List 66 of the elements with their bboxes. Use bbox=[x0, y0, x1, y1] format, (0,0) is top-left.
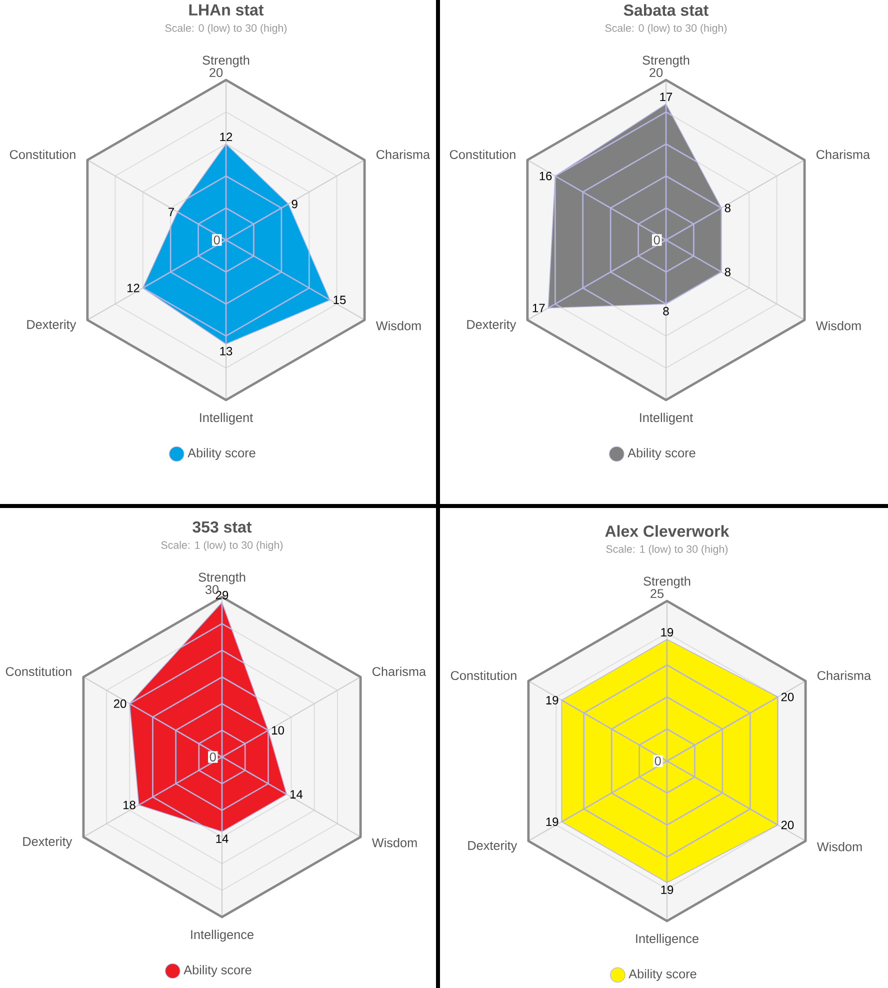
y-tick-label: 0 bbox=[654, 756, 661, 766]
y-tick-label: 0 bbox=[214, 236, 220, 244]
legend-label: Ability score bbox=[184, 965, 252, 977]
y-tick-label: 0 bbox=[210, 752, 216, 762]
spoke-label: Strength bbox=[642, 55, 690, 68]
spoke-label: Strength bbox=[644, 576, 690, 588]
data-label: 8 bbox=[724, 204, 731, 212]
spoke-label: Strength bbox=[198, 572, 246, 584]
chart-subtitle: Scale: 1 (low) to 30 (high) bbox=[161, 541, 283, 551]
legend-label: Ability score bbox=[628, 448, 696, 460]
chart-subtitle: Scale: 0 (low) to 30 (high) bbox=[165, 24, 287, 34]
data-label: 12 bbox=[128, 284, 140, 292]
data-label: 20 bbox=[781, 692, 794, 702]
data-label: 12 bbox=[220, 132, 232, 142]
data-label: 8 bbox=[663, 306, 669, 316]
spoke-label: Constitution bbox=[450, 150, 516, 160]
spoke-label: Intelligence bbox=[636, 934, 698, 946]
spoke-label: Wisdom bbox=[816, 842, 862, 852]
chart-title: Alex Cleverwork bbox=[605, 525, 730, 537]
chart-title: 353 stat bbox=[192, 521, 252, 533]
data-label: 19 bbox=[661, 886, 674, 894]
data-label: 19 bbox=[546, 818, 558, 826]
spoke-label: Dexterity bbox=[27, 320, 76, 332]
data-label: 16 bbox=[540, 172, 552, 180]
spoke-label: Dexterity bbox=[23, 836, 72, 848]
data-label: 20 bbox=[114, 699, 126, 708]
y-tick-label: 25 bbox=[650, 589, 664, 598]
data-label: 7 bbox=[168, 208, 174, 216]
y-tick-label: 0 bbox=[654, 236, 660, 244]
spoke-label: Dexterity bbox=[467, 320, 516, 332]
legend-label: Ability score bbox=[188, 448, 256, 460]
spoke-label: Constitution bbox=[450, 670, 516, 680]
data-label: 8 bbox=[724, 268, 731, 276]
data-label: 20 bbox=[781, 820, 794, 830]
spoke-label: Strength bbox=[202, 55, 250, 68]
spoke-label: Intelligent bbox=[200, 412, 254, 425]
data-label: 19 bbox=[546, 696, 558, 704]
y-tick-label: 20 bbox=[650, 68, 663, 78]
data-label: 19 bbox=[661, 628, 674, 636]
y-tick-label: 20 bbox=[210, 68, 223, 78]
spoke-label: Constitution bbox=[10, 150, 76, 160]
spoke-label: Charisma bbox=[376, 150, 430, 160]
data-label: 18 bbox=[124, 800, 136, 810]
data-label: 13 bbox=[220, 346, 232, 356]
spoke-label: Intelligence bbox=[191, 930, 254, 942]
data-label: 17 bbox=[660, 92, 672, 102]
data-label: 10 bbox=[272, 726, 284, 735]
data-label: 14 bbox=[290, 790, 303, 798]
chart-title: Sabata stat bbox=[624, 4, 708, 16]
data-label: 14 bbox=[216, 834, 228, 843]
spoke-label: Wisdom bbox=[816, 320, 861, 330]
spoke-label: Intelligent bbox=[640, 412, 694, 425]
spoke-label: Wisdom bbox=[372, 838, 417, 848]
chart-subtitle: Scale: 1 (low) to 30 (high) bbox=[606, 545, 728, 555]
data-label: 17 bbox=[532, 304, 545, 312]
legend-label: Ability score bbox=[628, 969, 696, 981]
data-label: 9 bbox=[292, 200, 298, 208]
spoke-label: Charisma bbox=[816, 150, 870, 160]
spoke-label: Wisdom bbox=[376, 320, 421, 330]
spoke-label: Dexterity bbox=[468, 840, 518, 852]
spoke-label: Charisma bbox=[372, 666, 426, 676]
chart-title: LHAn stat bbox=[189, 4, 264, 16]
data-label: 15 bbox=[334, 296, 346, 304]
spoke-label: Constitution bbox=[6, 666, 72, 676]
chart-subtitle: Scale: 0 (low) to 30 (high) bbox=[605, 24, 727, 34]
spoke-label: Charisma bbox=[818, 670, 872, 680]
